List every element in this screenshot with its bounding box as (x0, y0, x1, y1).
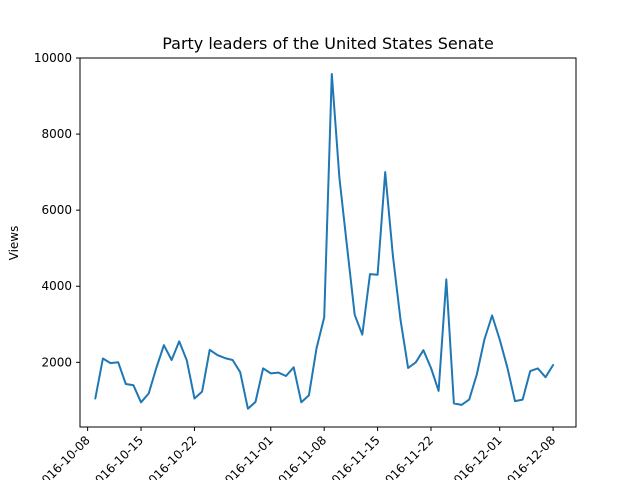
series-line (94, 73, 555, 410)
x-tick-label: 2016-12-08 (499, 433, 558, 480)
y-tick-label: 10000 (34, 51, 72, 65)
plot-frame (79, 57, 577, 428)
chart-title: Party leaders of the United States Senat… (162, 34, 494, 53)
x-tick-label: 2016-10-15 (87, 433, 146, 480)
y-tick-label: 2000 (41, 355, 72, 369)
x-tick-label: 2016-10-22 (140, 433, 199, 480)
y-tick-label: 6000 (41, 203, 72, 217)
y-axis-label: Views (7, 226, 21, 261)
y-tick-label: 8000 (41, 127, 72, 141)
y-axis: 2000 4000 6000 8000 10000 (34, 51, 80, 369)
x-tick-label: 2016-11-15 (324, 433, 383, 480)
x-tick-label: 2016-11-22 (377, 433, 436, 480)
x-tick-label: 2016-11-08 (270, 433, 329, 480)
x-tick-label: 2016-12-01 (446, 433, 505, 480)
x-tick-label: 2016-11-01 (217, 433, 276, 480)
x-tick-label: 2016-10-08 (34, 433, 93, 480)
y-tick-label: 4000 (41, 279, 72, 293)
